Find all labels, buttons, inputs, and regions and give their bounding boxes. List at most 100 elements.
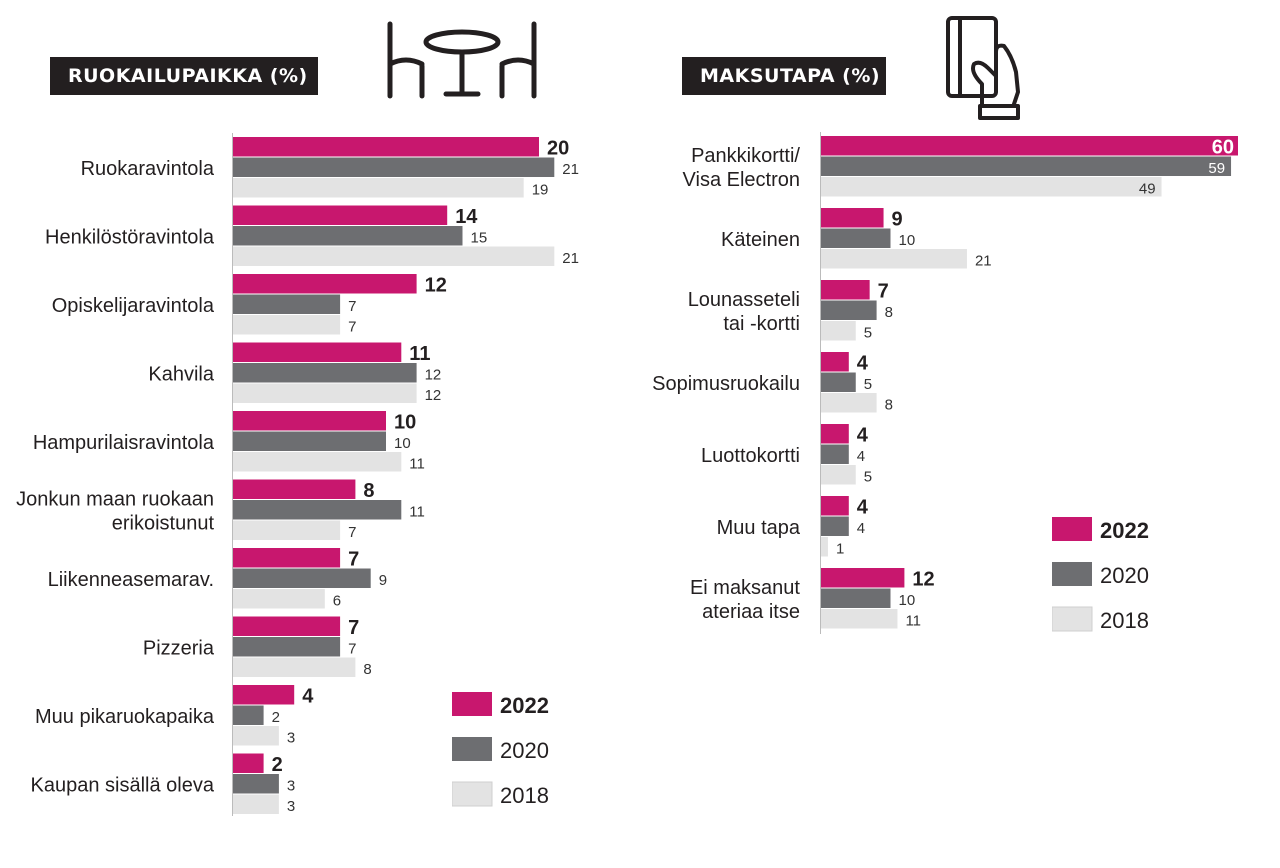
left-legend: 2022 2020 2018 [452, 692, 549, 808]
bar-2018 [233, 383, 417, 403]
bar-2022 [233, 548, 341, 568]
bar-2022 [233, 685, 295, 705]
value-label-2018: 1 [836, 541, 844, 558]
bar-2020 [233, 226, 463, 246]
value-label-2022: 60 [1212, 137, 1234, 159]
legend-label-2022: 2022 [1100, 518, 1149, 543]
bar-2020 [233, 157, 555, 177]
category-label: Hampurilaisravintola [33, 432, 215, 454]
bar-2018 [821, 249, 967, 269]
value-label-2020: 15 [471, 230, 488, 247]
value-label-2022: 9 [892, 209, 903, 231]
bar-2018 [233, 520, 341, 540]
category-label: Lounasseteli tai -kortti [688, 289, 800, 335]
value-label-2022: 12 [912, 569, 934, 591]
value-label-2022: 20 [547, 138, 569, 160]
category-label: Kahvila [148, 363, 214, 385]
category-label: Liikenneasemarav. [48, 569, 214, 591]
value-label-2018: 3 [287, 730, 295, 747]
bar-2022 [233, 411, 386, 431]
legend-label-2022: 2022 [500, 693, 549, 718]
bar-2020 [233, 294, 341, 314]
legend-label-2020: 2020 [1100, 563, 1149, 588]
bar-2020 [233, 568, 371, 588]
bar-2022 [233, 479, 356, 499]
value-label-2022: 7 [348, 549, 359, 571]
bar-2022 [233, 342, 402, 362]
bar-2022 [821, 424, 849, 444]
value-label-2022: 4 [302, 686, 314, 708]
value-label-2018: 8 [885, 397, 893, 414]
value-label-2020: 3 [287, 778, 295, 795]
legend-swatch-2022 [452, 692, 492, 716]
hand-card-icon [946, 16, 1020, 120]
value-label-2022: 7 [878, 281, 889, 303]
value-label-2022: 4 [857, 425, 869, 447]
value-label-2022: 11 [409, 343, 430, 365]
value-label-2018: 7 [348, 319, 356, 336]
value-label-2018: 5 [864, 469, 872, 486]
bar-2022 [233, 753, 264, 773]
bar-2020 [821, 372, 856, 392]
value-label-2018: 3 [287, 798, 295, 815]
bar-2022 [821, 568, 905, 588]
value-label-2018: 8 [363, 661, 371, 678]
bar-2022 [821, 280, 870, 300]
value-label-2020: 10 [394, 435, 411, 452]
value-label-2020: 7 [348, 641, 356, 658]
value-label-2018: 6 [333, 593, 341, 610]
value-label-2022: 10 [394, 412, 416, 434]
value-label-2020: 8 [885, 304, 893, 321]
value-label-2020: 12 [425, 367, 442, 384]
bar-2018 [233, 794, 279, 814]
bar-2022 [821, 352, 849, 372]
category-label: Henkilöstöravintola [45, 226, 215, 248]
bar-2020 [233, 431, 386, 451]
bar-2018 [233, 246, 555, 266]
value-label-2018: 21 [975, 253, 992, 270]
value-label-2018: 49 [1139, 181, 1156, 198]
legend-swatch-2018 [1052, 606, 1093, 632]
value-label-2020: 7 [348, 298, 356, 315]
value-label-2018: 5 [864, 325, 872, 342]
bar-2020 [821, 516, 849, 536]
legend-swatch-2020 [1052, 562, 1092, 586]
value-label-2020: 5 [864, 376, 872, 393]
bar-2022 [233, 205, 448, 225]
value-label-2022: 8 [363, 480, 374, 502]
category-label: Ruokaravintola [81, 158, 215, 180]
value-label-2022: 14 [455, 206, 478, 228]
category-label: Jonkun maan ruokaan erikoistunut [16, 488, 214, 534]
category-label: Kaupan sisällä oleva [31, 774, 215, 796]
bar-2022 [821, 208, 884, 228]
table-chairs-icon [387, 21, 537, 99]
value-label-2020: 21 [562, 161, 579, 178]
bar-2020 [821, 444, 849, 464]
value-label-2020: 2 [272, 709, 280, 726]
left-chart-heading: RUOKAILUPAIKKA (%) [50, 57, 318, 95]
value-label-2018: 11 [409, 456, 425, 473]
bar-2018 [821, 609, 898, 629]
legend-swatch-2022 [1052, 517, 1092, 541]
bar-2018 [821, 393, 877, 413]
bar-2020 [821, 588, 891, 608]
category-label: Ei maksanut ateriaa itse [690, 577, 800, 623]
bar-2020 [233, 774, 279, 794]
value-label-2020: 4 [857, 520, 865, 537]
bar-2018 [821, 321, 856, 341]
bar-2022 [233, 137, 539, 157]
bar-2022 [821, 136, 1238, 156]
value-label-2018: 19 [532, 182, 549, 199]
bar-2018 [821, 465, 856, 485]
bar-2018 [233, 452, 402, 472]
category-label: Pankkikortti/Visa Electron [683, 145, 801, 191]
value-label-2020: 10 [899, 592, 916, 609]
value-label-2022: 4 [857, 353, 869, 375]
bar-2018 [233, 589, 325, 609]
bar-2022 [233, 616, 341, 636]
right-bar-chart: Pankkikortti/Visa Electron605949Käteinen… [652, 132, 1238, 634]
bar-2020 [821, 300, 877, 320]
bar-2018 [233, 657, 356, 677]
